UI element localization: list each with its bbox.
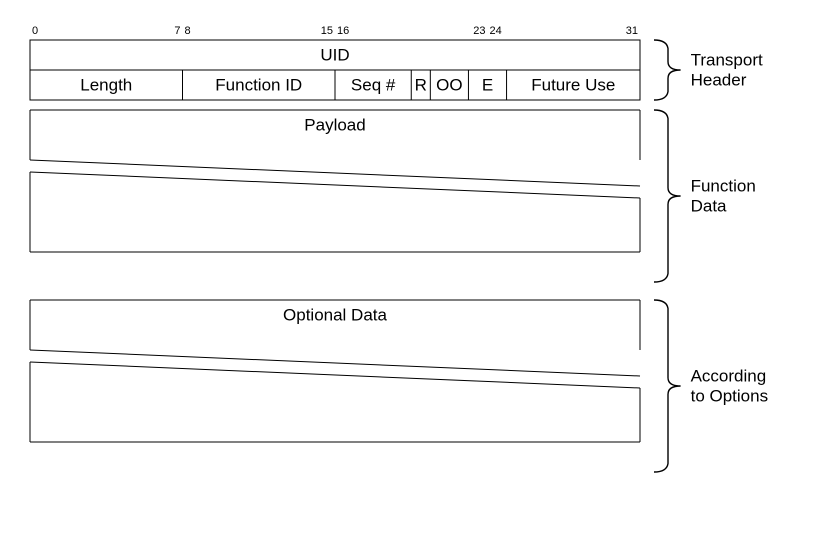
- brace-label: Data: [691, 196, 727, 215]
- section-label: Optional Data: [283, 305, 387, 324]
- bit-label: 15: [321, 25, 333, 37]
- brace: [654, 110, 681, 282]
- section-label: Payload: [304, 115, 365, 134]
- bit-label: 23: [473, 25, 485, 37]
- bit-label: 7: [174, 25, 180, 37]
- header-cell: R: [415, 75, 427, 94]
- header-cell: Length: [80, 75, 132, 94]
- brace: [654, 300, 681, 472]
- header-cell: Function ID: [215, 75, 302, 94]
- brace-label: Function: [691, 176, 756, 195]
- header-cell: E: [482, 75, 493, 94]
- header-cell: Seq #: [351, 75, 396, 94]
- bit-label: 8: [185, 25, 191, 37]
- header-cell: Future Use: [531, 75, 615, 94]
- uid-cell: UID: [320, 45, 349, 64]
- bit-label: 24: [490, 25, 502, 37]
- bit-label: 0: [32, 25, 38, 37]
- brace-label: According: [691, 366, 767, 385]
- brace-label: Transport: [691, 50, 763, 69]
- bit-label: 31: [626, 25, 638, 37]
- bit-label: 16: [337, 25, 349, 37]
- brace-label: to Options: [691, 386, 769, 405]
- brace-label: Header: [691, 70, 747, 89]
- brace: [654, 40, 681, 100]
- header-cell: OO: [436, 75, 462, 94]
